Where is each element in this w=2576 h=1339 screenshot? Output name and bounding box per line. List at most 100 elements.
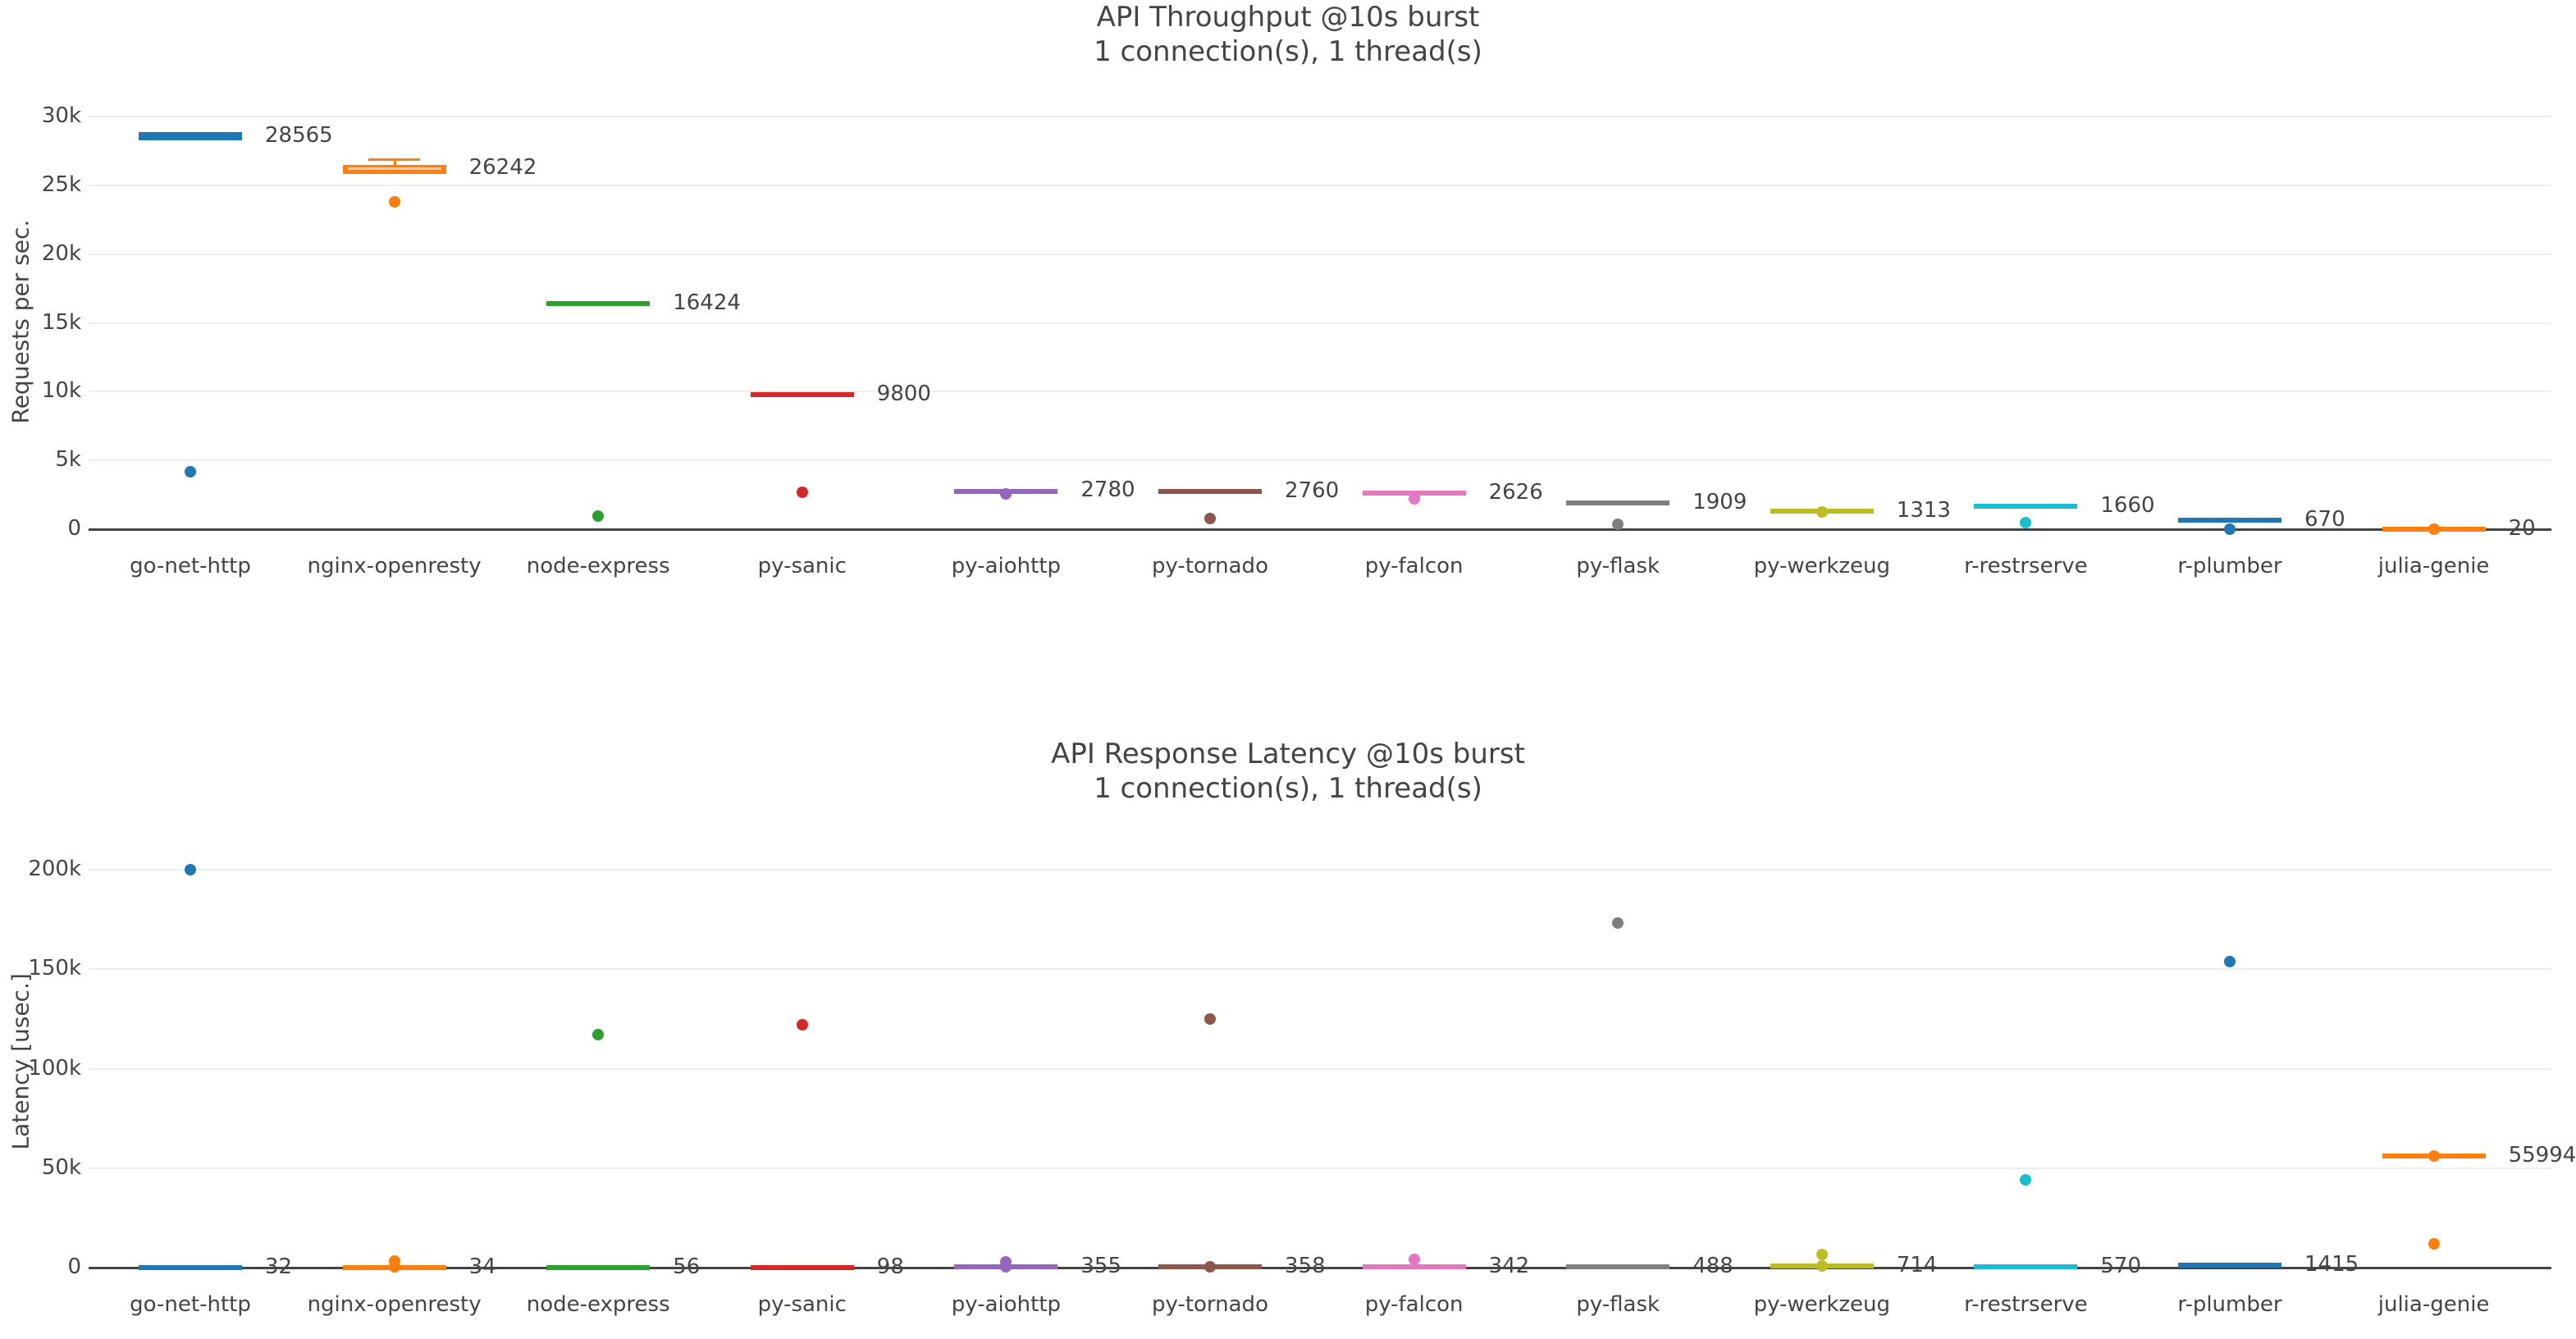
outlier-point [1408, 1253, 1420, 1265]
throughput-title: API Throughput @10s burst 1 connection(s… [0, 0, 2576, 69]
box-py-falcon [1362, 1264, 1466, 1270]
x-tick-label: go-net-http [130, 554, 251, 578]
y-tick-label: 50k [41, 1154, 81, 1180]
outlier-point [2224, 523, 2236, 535]
outlier-point [796, 1019, 808, 1031]
outlier-point [1000, 487, 1012, 500]
outlier-point [388, 195, 400, 208]
gridline [89, 322, 2551, 324]
outlier-point [592, 510, 605, 523]
outlier-point [1204, 512, 1216, 524]
outlier-point [1816, 1260, 1828, 1273]
x-tick-label: go-net-http [130, 1292, 251, 1317]
x-tick-label: py-flask [1576, 1292, 1660, 1317]
y-tick-label: 5k [55, 447, 81, 473]
median-annotation: 355 [1080, 1254, 1122, 1279]
box-py-sanic [750, 392, 854, 398]
median-annotation: 16424 [673, 290, 741, 315]
median-annotation: 56 [673, 1254, 701, 1279]
gridline [89, 869, 2551, 871]
outlier-point [2428, 1150, 2440, 1163]
box-node-express [546, 301, 651, 307]
x-tick-label: py-sanic [757, 554, 847, 578]
gridline [89, 184, 2551, 186]
median-annotation: 488 [1692, 1253, 1733, 1278]
x-tick-label: py-tornado [1152, 1292, 1268, 1317]
x-tick-label: py-falcon [1364, 554, 1464, 578]
outlier-point [1816, 506, 1828, 519]
median-annotation: 570 [2100, 1253, 2142, 1278]
box-node-express [546, 1264, 651, 1270]
median-annotation: 32 [265, 1254, 293, 1279]
median-annotation: 98 [876, 1254, 904, 1279]
gridline [89, 459, 2551, 462]
y-tick-label: 15k [41, 309, 81, 335]
x-tick-label: node-express [526, 1292, 670, 1317]
outlier-point [1204, 1012, 1216, 1025]
x-axis-zero-line [89, 528, 2551, 531]
throughput-panel: API Throughput @10s burst 1 connection(s… [0, 0, 2576, 578]
median-annotation: 34 [468, 1254, 496, 1279]
y-tick-label: 150k [28, 956, 81, 981]
outlier-point [592, 1029, 605, 1041]
box-py-sanic [750, 1264, 854, 1270]
gridline [89, 116, 2551, 117]
x-tick-label: py-flask [1576, 554, 1660, 578]
y-tick-label: 10k [41, 378, 81, 404]
outlier-point [796, 486, 808, 498]
throughput-title-line1: API Throughput @10s burst [1096, 1, 1480, 34]
median-annotation: 28565 [265, 123, 333, 149]
box-r-restrserve [1974, 1264, 2078, 1269]
median-annotation: 26242 [468, 155, 537, 180]
x-tick-label: nginx-openresty [307, 554, 482, 578]
x-tick-label: py-tornado [1152, 554, 1268, 578]
latency-title: API Response Latency @10s burst 1 connec… [0, 737, 2576, 806]
box-py-flask [1566, 1264, 1670, 1269]
box-r-restrserve [1974, 504, 2078, 510]
median-annotation: 20 [2508, 515, 2536, 541]
latency-title-line1: API Response Latency @10s burst [1051, 738, 1525, 770]
y-tick-label: 25k [41, 171, 81, 197]
x-tick-label: py-aiohttp [951, 554, 1062, 578]
median-line [347, 167, 441, 170]
median-annotation: 714 [1896, 1253, 1938, 1278]
outlier-point [1408, 493, 1420, 505]
outlier-point [1204, 1261, 1216, 1273]
x-tick-label: py-aiohttp [951, 1292, 1062, 1317]
y-tick-label: 0 [67, 1254, 81, 1279]
median-annotation: 9800 [876, 381, 931, 406]
whisker-cap [368, 158, 421, 161]
outlier-point [2224, 955, 2236, 967]
box-go-net-http [139, 132, 242, 140]
x-tick-label: julia-genie [2377, 554, 2490, 578]
median-annotation: 358 [1285, 1254, 1326, 1279]
median-annotation: 1660 [2100, 493, 2155, 519]
whisker [393, 158, 396, 165]
median-annotation: 2780 [1080, 478, 1135, 503]
gridline [89, 253, 2551, 255]
x-tick-label: julia-genie [2377, 1292, 2490, 1317]
latency-subtitle: 1 connection(s), 1 thread(s) [1094, 772, 1482, 805]
x-tick-label: node-express [526, 554, 670, 578]
x-tick-label: py-sanic [757, 1292, 847, 1317]
box-py-tornado [1158, 488, 1262, 494]
x-tick-label: nginx-openresty [307, 1292, 482, 1317]
median-annotation: 670 [2304, 506, 2345, 532]
median-annotation: 1415 [2304, 1251, 2359, 1277]
throughput-subtitle: 1 connection(s), 1 thread(s) [1094, 35, 1482, 68]
x-axis-zero-line [89, 1267, 2551, 1269]
x-tick-label: py-werkzeug [1753, 554, 1891, 578]
outlier-point [185, 465, 196, 478]
box-py-flask [1566, 500, 1670, 506]
x-tick-label: r-plumber [2177, 1292, 2282, 1317]
outlier-point [1000, 1261, 1012, 1273]
outlier-point [2428, 523, 2440, 535]
y-tick-label: 200k [28, 857, 81, 881]
outlier-point [2428, 1237, 2440, 1250]
outlier-point [2020, 1174, 2032, 1186]
median-annotation: 2760 [1285, 478, 1340, 503]
y-tick-label: 0 [67, 516, 81, 541]
y-tick-label: 30k [41, 103, 81, 128]
y-tick-label: 20k [41, 240, 81, 266]
